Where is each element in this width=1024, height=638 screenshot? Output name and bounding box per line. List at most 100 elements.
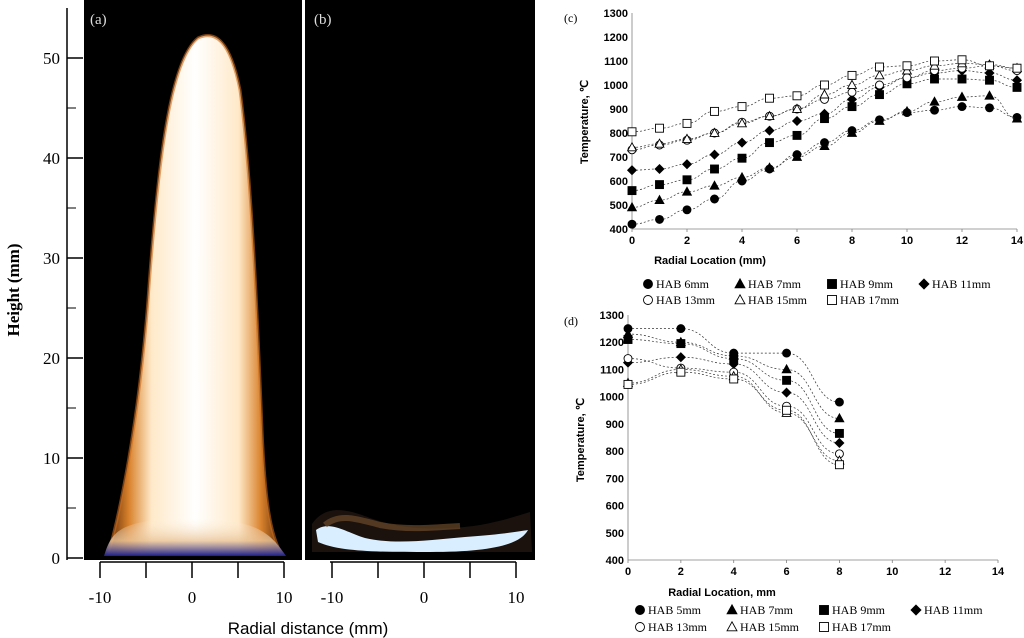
c-y-tick-label: 400 <box>610 224 628 236</box>
c-y-tick-label: 1300 <box>604 8 628 20</box>
c-y-tick-label: 1200 <box>604 32 628 44</box>
d-y-tick-label: 1000 <box>600 392 624 404</box>
d-legend-item: HAB 17mm <box>819 620 892 634</box>
ab-y-tick-label: 20 <box>43 349 60 368</box>
d-legend-marker <box>726 620 738 632</box>
c-data-point <box>875 80 884 90</box>
d-series-line <box>627 356 840 444</box>
c-data-point <box>626 165 638 176</box>
panel-b-background <box>305 0 535 560</box>
c-data-point <box>902 61 912 71</box>
d-series-line <box>627 369 840 461</box>
c-x-tick-label: 10 <box>901 235 913 247</box>
flame-a-blue-base <box>104 518 286 556</box>
d-legend-label: HAB 5mm <box>648 603 702 617</box>
c-legend-marker <box>918 278 930 290</box>
c-data-point <box>626 141 638 152</box>
d-data-point <box>782 405 792 415</box>
c-x-tick-label: 0 <box>629 235 635 247</box>
d-x-tick-label: 0 <box>625 566 631 578</box>
flame-b-glow <box>323 514 461 532</box>
c-y-tick-label: 600 <box>610 176 628 188</box>
c-y-axis-label: Temperature, ℃ <box>579 80 591 164</box>
c-data-point <box>654 163 665 175</box>
c-data-point <box>736 137 748 148</box>
c-legend-label: HAB 15mm <box>748 293 808 307</box>
c-data-point <box>655 180 664 190</box>
d-data-point <box>782 375 792 385</box>
c-data-point <box>709 127 720 137</box>
d-y-tick-label: 1200 <box>600 337 624 349</box>
c-data-point <box>846 79 858 89</box>
a-x-tick-label: -10 <box>89 588 112 607</box>
c-data-point <box>847 87 857 97</box>
c-data-point <box>1011 113 1023 123</box>
c-data-point <box>681 159 693 170</box>
c-data-point <box>764 125 775 136</box>
c-data-point <box>681 186 693 196</box>
c-data-point <box>956 91 968 101</box>
d-series-group <box>622 324 845 470</box>
c-legend-item: HAB 11mm <box>918 277 991 291</box>
flame-a <box>108 35 282 556</box>
c-legend-item: HAB 15mm <box>734 293 808 307</box>
c-data-point <box>930 105 939 115</box>
b-x-tick-label: 10 <box>508 588 525 607</box>
d-legend-marker <box>910 604 922 616</box>
c-data-point <box>737 153 747 163</box>
d-y-tick-label: 900 <box>606 419 624 431</box>
d-x-tick-label: 10 <box>886 566 898 578</box>
c-data-point <box>1011 75 1023 86</box>
c-data-point <box>792 91 802 101</box>
d-x-tick-label: 4 <box>731 566 738 578</box>
c-data-point <box>929 96 940 106</box>
c-legend-label: HAB 13mm <box>656 293 716 307</box>
c-data-point <box>985 61 994 71</box>
c-data-point <box>957 74 967 84</box>
d-data-point <box>781 387 792 398</box>
d-data-point <box>781 363 792 374</box>
panel-a-label: (a) <box>90 12 107 28</box>
d-x-tick-label: 8 <box>836 566 842 578</box>
d-legend: HAB 5mm HAB 7mm HAB 9mm HAB 11mm HAB 13mm HAB… <box>635 603 983 634</box>
c-legend: HAB 6mm HAB 7mm HAB 9mm HAB 11mm HAB 13mm HAB… <box>643 277 991 307</box>
c-x-tick-label: 12 <box>956 235 968 247</box>
c-legend-label: HAB 11mm <box>932 277 991 291</box>
panel-ab-axes: 0 10 20 30 40 50 -10 0 10 -10 0 10 Height (mm) Rad… <box>4 8 525 638</box>
c-data-point <box>984 90 995 100</box>
d-data-point <box>623 379 633 389</box>
c-data-point <box>875 62 884 72</box>
c-data-point <box>681 133 693 143</box>
d-legend-label: HAB 13mm <box>648 620 708 634</box>
c-y-tick-label: 900 <box>610 104 628 116</box>
c-legend-item: HAB 7mm <box>734 277 802 291</box>
c-data-point <box>847 70 857 80</box>
d-data-point <box>623 354 633 364</box>
c-legend-item: HAB 17mm <box>827 293 900 307</box>
d-legend-marker <box>635 622 645 632</box>
c-data-point <box>1012 63 1022 73</box>
d-y-tick-label: 500 <box>606 528 624 540</box>
c-data-point <box>874 115 885 125</box>
c-data-point <box>709 149 720 160</box>
c-series-7 <box>627 55 1022 137</box>
c-y-tick-label: 700 <box>610 152 628 164</box>
d-legend-label: HAB 15mm <box>740 620 800 634</box>
d-data-point <box>834 437 845 448</box>
c-series-group <box>626 55 1023 229</box>
d-legend-label: HAB 9mm <box>832 603 886 617</box>
d-data-point <box>782 348 792 358</box>
ab-x-ticks: -10 0 10 -10 0 10 <box>89 562 525 607</box>
c-y-tick-label: 800 <box>610 128 628 140</box>
c-data-point <box>627 127 637 137</box>
d-series-line <box>627 371 840 466</box>
d-legend-marker <box>635 605 645 615</box>
c-data-point <box>626 201 638 212</box>
c-data-point <box>902 73 912 83</box>
b-x-tick-label: -10 <box>321 588 344 607</box>
panel-c-label: (c) <box>564 11 577 25</box>
d-series-7 <box>623 367 844 470</box>
a-x-tick-label: 0 <box>188 588 197 607</box>
d-y-axis-label: Temperature, ℃ <box>575 398 587 482</box>
